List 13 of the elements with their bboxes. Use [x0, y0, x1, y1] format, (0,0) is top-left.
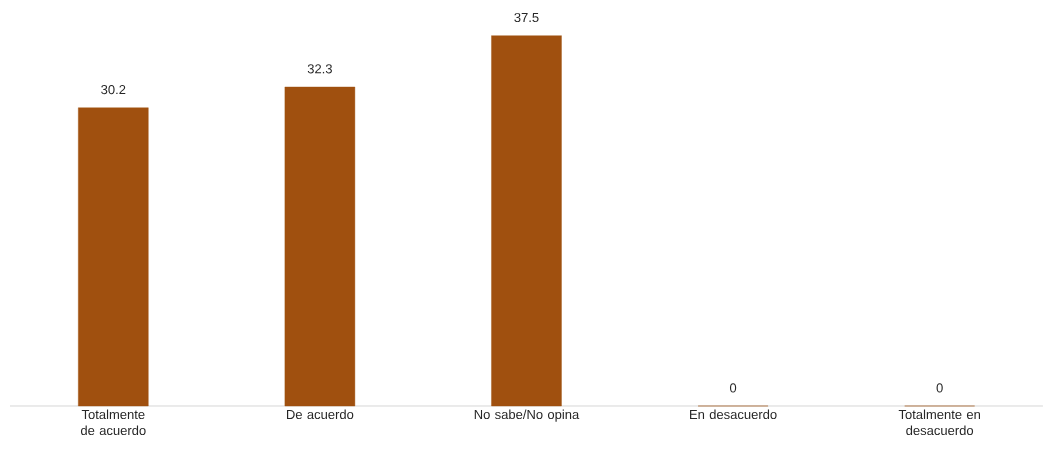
bar: [78, 107, 149, 407]
data-label: 30.2: [101, 84, 126, 95]
x-tick-label: No sabe/No opina: [474, 409, 580, 422]
x-tick-label: De acuerdo: [286, 409, 354, 420]
x-tick-label: Totalmente de acuerdo: [80, 409, 146, 436]
x-tick-label: Totalmente en desacuerdo: [898, 409, 980, 436]
data-label: 32.3: [307, 64, 332, 74]
bar: [491, 35, 562, 407]
x-tick-label: En desacuerdo: [690, 409, 777, 420]
bar: [284, 86, 356, 407]
data-label: 0: [729, 383, 737, 393]
data-label: 37.5: [514, 12, 539, 23]
data-label: 0: [936, 383, 943, 393]
